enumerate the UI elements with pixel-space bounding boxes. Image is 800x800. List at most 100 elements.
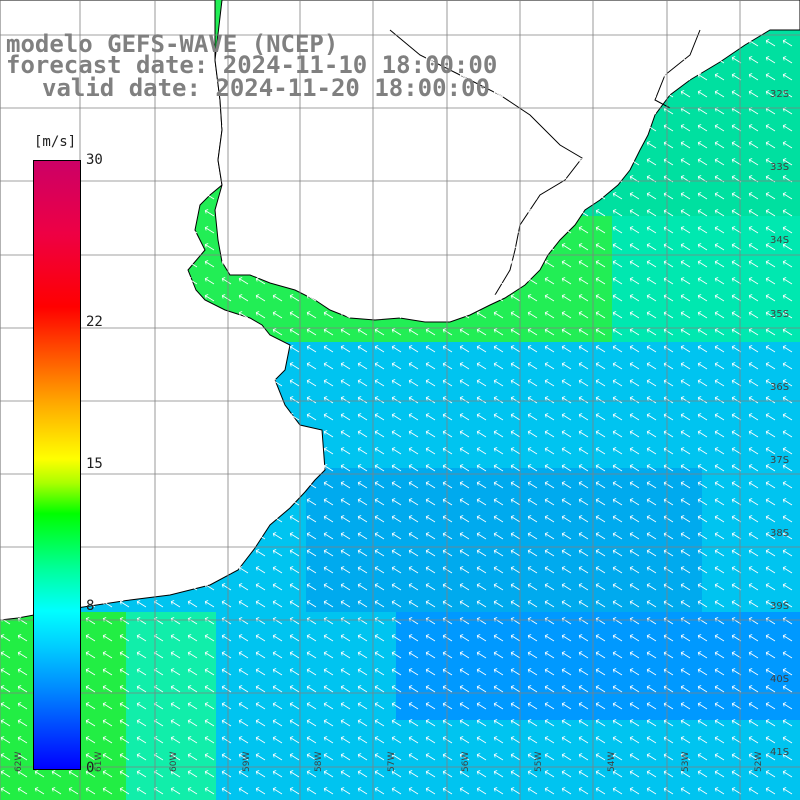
wind-arrow — [578, 22, 589, 30]
wind-arrow — [629, 39, 640, 47]
wind-speed-cell — [648, 468, 666, 486]
wind-arrow — [68, 56, 79, 64]
wind-speed-cell — [648, 594, 666, 612]
wind-speed-cell — [144, 774, 162, 792]
wind-arrow — [68, 90, 79, 98]
wind-speed-cell — [522, 504, 540, 522]
wind-speed-cell — [612, 558, 630, 576]
wind-arrow — [34, 90, 45, 98]
wind-speed-cell — [126, 612, 144, 630]
wind-arrow — [493, 226, 504, 234]
wind-speed-cell — [234, 648, 252, 666]
wind-arrow — [0, 141, 11, 149]
wind-arrow — [595, 158, 606, 166]
wind-speed-cell — [720, 540, 738, 558]
wind-speed-cell — [756, 486, 774, 504]
wind-speed-cell — [720, 486, 738, 504]
wind-speed-cell — [558, 756, 576, 774]
wind-speed-cell — [504, 504, 522, 522]
wind-speed-cell — [774, 288, 792, 306]
wind-arrow — [578, 158, 589, 166]
wind-speed-cell — [522, 360, 540, 378]
wind-arrow — [527, 226, 538, 234]
wind-arrow — [306, 124, 317, 132]
wind-speed-cell — [792, 756, 800, 774]
wind-arrow — [221, 243, 232, 251]
wind-arrow — [255, 90, 266, 98]
wind-arrow — [187, 226, 198, 234]
lat-label-32s: 32S — [770, 89, 790, 100]
wind-arrow — [425, 141, 436, 149]
wind-speed-cell — [774, 306, 792, 324]
wind-speed-cell — [540, 486, 558, 504]
wind-arrow — [782, 56, 793, 64]
wind-arrow — [493, 22, 504, 30]
wind-speed-cell — [540, 378, 558, 396]
wind-speed-cell — [450, 468, 468, 486]
wind-speed-cell — [774, 108, 792, 126]
wind-speed-cell — [414, 378, 432, 396]
wind-speed-cell — [684, 702, 702, 720]
wind-arrow — [765, 5, 776, 13]
wind-speed-cell — [162, 756, 180, 774]
wind-arrow — [476, 158, 487, 166]
wind-arrow — [323, 73, 334, 81]
wind-arrow — [459, 243, 470, 251]
wind-speed-cell — [576, 468, 594, 486]
wind-arrow — [595, 209, 606, 217]
wind-speed-cell — [306, 378, 324, 396]
wind-speed-cell — [756, 468, 774, 486]
wind-speed-cell — [180, 792, 198, 800]
legend-tick-8: 8 — [86, 597, 95, 614]
wind-speed-cell — [684, 648, 702, 666]
wind-speed-cell — [738, 522, 756, 540]
wind-speed-cell — [576, 612, 594, 630]
wind-speed-cell — [504, 360, 522, 378]
wind-arrow — [289, 158, 300, 166]
wind-speed-cell — [702, 162, 720, 180]
wind-speed-cell — [522, 576, 540, 594]
wind-speed-cell — [414, 432, 432, 450]
wind-speed-cell — [468, 486, 486, 504]
wind-speed-cell — [270, 306, 288, 324]
wind-speed-cell — [702, 630, 720, 648]
wind-arrow — [170, 39, 181, 47]
wind-arrow — [17, 294, 28, 302]
wind-arrow — [714, 22, 725, 30]
wind-arrow — [442, 56, 453, 64]
wind-arrow — [391, 294, 402, 302]
wind-speed-cell — [234, 720, 252, 738]
wind-speed-cell — [774, 432, 792, 450]
legend-unit: [m/s] — [34, 134, 77, 150]
wind-speed-cell — [198, 612, 216, 630]
wind-speed-cell — [774, 162, 792, 180]
wind-speed-cell — [540, 792, 558, 800]
wind-speed-cell — [450, 720, 468, 738]
wind-arrow — [646, 90, 657, 98]
wind-speed-cell — [756, 306, 774, 324]
wind-speed-cell — [576, 756, 594, 774]
wind-speed-cell — [774, 702, 792, 720]
wind-speed-cell — [630, 594, 648, 612]
wind-speed-cell — [576, 738, 594, 756]
wind-speed-cell — [144, 630, 162, 648]
wind-arrow — [85, 277, 96, 285]
wind-arrow — [357, 294, 368, 302]
wind-speed-cell — [612, 216, 630, 234]
wind-speed-cell — [450, 396, 468, 414]
wind-arrow — [765, 226, 776, 234]
wind-speed-cell — [774, 414, 792, 432]
wind-arrow — [68, 22, 79, 30]
wind-arrow — [714, 260, 725, 268]
wind-arrow — [340, 5, 351, 13]
wind-speed-cell — [144, 738, 162, 756]
wind-speed-cell — [108, 648, 126, 666]
wind-arrow — [391, 22, 402, 30]
wind-speed-cell — [720, 162, 738, 180]
wind-speed-cell — [18, 774, 36, 792]
wind-speed-cell — [18, 630, 36, 648]
wind-speed-cell — [792, 342, 800, 360]
wind-speed-cell — [594, 288, 612, 306]
wind-speed-cell — [558, 450, 576, 468]
wind-speed-cell — [522, 450, 540, 468]
